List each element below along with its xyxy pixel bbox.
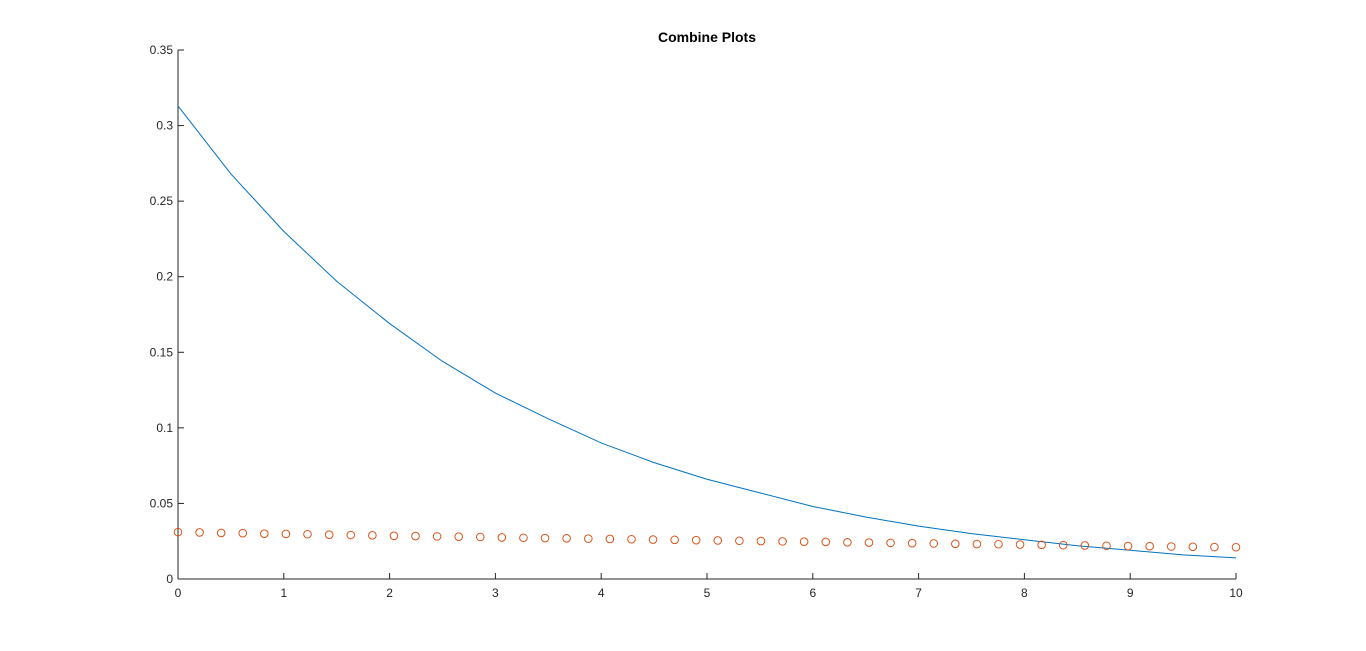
scatter-point-41 bbox=[1058, 540, 1068, 550]
scatter-point-22 bbox=[648, 535, 658, 544]
scatter-point-28 bbox=[778, 537, 787, 546]
scatter-point-30 bbox=[821, 537, 831, 547]
scatter-point-36 bbox=[951, 539, 960, 549]
x-tick-label-4: 4 bbox=[598, 586, 605, 600]
y-tick-label-1: 0.05 bbox=[150, 496, 174, 510]
scatter-point-26 bbox=[735, 536, 744, 546]
axes: 0 1 2 3 4 5 6 7 8 9 10 0 0.05 0.1 0.15 0.2 0.25 0.3 0.35 bbox=[150, 43, 1243, 600]
scatter-point-13 bbox=[454, 532, 463, 541]
scatter-point-48 bbox=[1210, 542, 1219, 552]
scatter-point-7 bbox=[324, 530, 334, 540]
x-tick-label-0: 0 bbox=[175, 586, 182, 600]
scatter-point-4 bbox=[260, 529, 269, 538]
scatter-point-19 bbox=[583, 534, 593, 543]
scatter-point-21 bbox=[627, 534, 636, 544]
y-tick-label-5: 0.25 bbox=[150, 194, 174, 208]
scatter-point-6 bbox=[303, 529, 312, 539]
scatter-point-17 bbox=[540, 533, 550, 543]
y-tick-label-0: 0 bbox=[166, 572, 173, 586]
scatter-point-18 bbox=[562, 534, 571, 543]
x-tick-label-8: 8 bbox=[1021, 586, 1028, 600]
scatter-point-5 bbox=[281, 529, 291, 539]
scatter-point-8 bbox=[346, 530, 356, 540]
scatter-point-43 bbox=[1102, 541, 1111, 551]
x-tick-label-7: 7 bbox=[915, 586, 922, 600]
scatter-point-3 bbox=[238, 528, 248, 538]
y-tick-label-7: 0.35 bbox=[150, 43, 174, 57]
scatter-point-14 bbox=[475, 532, 485, 542]
scatter-point-42 bbox=[1080, 541, 1090, 550]
scatter-point-35 bbox=[929, 539, 939, 548]
y-tick-label-2: 0.1 bbox=[156, 421, 173, 435]
scatter-point-39 bbox=[1015, 540, 1025, 549]
scatter-point-49 bbox=[1231, 542, 1241, 552]
x-tick-label-6: 6 bbox=[809, 586, 816, 600]
scatter-point-44 bbox=[1123, 541, 1133, 551]
scatter-point-25 bbox=[713, 536, 723, 545]
scatter-point-37 bbox=[972, 539, 982, 549]
scatter-point-23 bbox=[670, 535, 679, 545]
y-tick-label-4: 0.2 bbox=[156, 270, 173, 284]
scatter-point-2 bbox=[216, 528, 226, 538]
scatter-point-45 bbox=[1145, 541, 1154, 551]
scatter-point-10 bbox=[389, 531, 399, 541]
scatter-point-12 bbox=[432, 532, 442, 541]
scatter-point-40 bbox=[1037, 540, 1046, 550]
scatter-point-33 bbox=[886, 538, 895, 548]
scatter-point-24 bbox=[691, 535, 701, 545]
scatter-point-34 bbox=[907, 538, 917, 548]
x-tick-label-10: 10 bbox=[1229, 586, 1243, 600]
x-tick-label-5: 5 bbox=[704, 586, 711, 600]
x-tick-label-1: 1 bbox=[280, 586, 287, 600]
y-tick-label-3: 0.15 bbox=[150, 345, 174, 359]
scatter-point-9 bbox=[368, 531, 377, 540]
scatter-point-11 bbox=[411, 531, 420, 541]
scatter-point-29 bbox=[799, 537, 809, 546]
series-layer bbox=[173, 105, 1241, 559]
scatter-point-31 bbox=[843, 537, 852, 547]
scatter-point-38 bbox=[994, 539, 1003, 549]
scatter-point-46 bbox=[1166, 542, 1176, 551]
x-tick-label-2: 2 bbox=[386, 586, 393, 600]
series-line-0 bbox=[177, 105, 1237, 559]
scatter-point-15 bbox=[497, 533, 507, 542]
scatter-point-16 bbox=[519, 533, 528, 543]
scatter-point-20 bbox=[605, 534, 615, 544]
chart-title: Combine Plots bbox=[658, 29, 756, 45]
x-tick-label-3: 3 bbox=[492, 586, 499, 600]
scatter-point-0 bbox=[173, 527, 183, 537]
scatter-point-32 bbox=[864, 538, 874, 547]
scatter-point-1 bbox=[195, 528, 204, 537]
scatter-point-27 bbox=[756, 536, 766, 546]
scatter-point-47 bbox=[1188, 542, 1198, 552]
x-tick-label-9: 9 bbox=[1127, 586, 1134, 600]
y-tick-label-6: 0.3 bbox=[156, 119, 173, 133]
